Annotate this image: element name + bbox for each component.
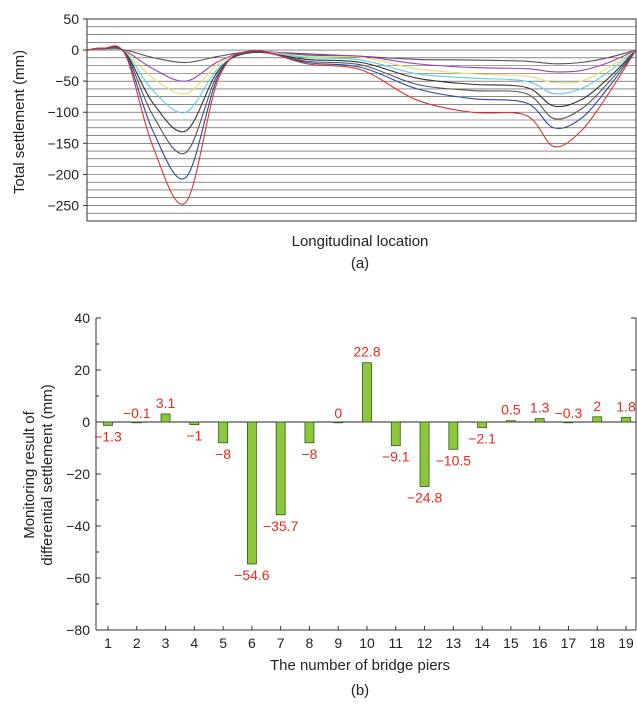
bar-pier-14 [477,421,488,428]
data-label-pier-9: 0 [334,405,342,421]
data-label-pier-1: −1.3 [94,428,122,444]
bar-pier-4 [189,421,200,425]
panel-a-series-line-4 [86,47,637,114]
panel-b-x-tick-label: 12 [417,635,433,651]
bar-pier-15 [505,420,516,423]
panel-b-x-tick-label: 16 [532,635,548,651]
panel-b-y-tick-label: −40 [66,518,90,534]
panel-a-plot-frame [86,18,637,222]
data-label-pier-6: −54.6 [234,567,270,583]
panel-b-x-tick-label: 19 [618,635,634,651]
panel-b-y-axis-label-line1: Monitoring result of [21,410,38,538]
panel-b-x-tick-label: 5 [219,635,227,651]
bar-pier-12 [419,421,430,487]
panel-a-series-line-6 [86,46,637,155]
panel-b-x-tick-label: 1 [104,635,112,651]
panel-a-y-axis-label: Total settlement (mm) [11,50,28,194]
panel-b-y-tick-label: −80 [66,622,90,638]
data-label-pier-4: −1 [186,428,202,444]
panel-b-x-tick-label: 13 [446,635,462,651]
panel-b-bars [103,362,631,565]
panel-b-x-tick-label: 14 [474,635,490,651]
panel-b-x-tick-label: 10 [359,635,375,651]
data-label-pier-7: −35.7 [263,518,299,534]
panel-b-x-tick-label: 7 [277,635,285,651]
data-label-pier-8: −8 [301,446,317,462]
bar-pier-7 [275,421,286,516]
bar-pier-13 [448,421,459,450]
bar-pier-17 [563,421,574,424]
data-label-pier-2: −0.1 [123,405,151,421]
panel-b-x-axis-label: The number of bridge piers [270,657,450,674]
panel-a-y-tick-label: 0 [71,42,79,58]
panel-a-series-line-7 [86,45,637,180]
data-label-pier-19: 1.8 [616,398,636,414]
panel-b-x-tick-label: 9 [334,635,342,651]
panel-a-settlement-curves: 50 0 −50 −100 −150 −200 −250 Total settlement … [11,11,637,272]
panel-b-x-tick-label: 18 [589,635,605,651]
bar-pier-19 [621,416,631,423]
panel-b-x-tick-label: 17 [561,635,577,651]
bar-pier-11 [390,421,401,447]
panel-b-y-axis-label-line2: differential settlement (mm) [39,384,56,565]
panel-a-axes [86,18,637,222]
panel-a-y-tick-label: −50 [55,73,79,89]
bar-pier-1 [103,421,113,426]
panel-a-y-tick-label: 50 [63,11,79,27]
data-label-pier-12: −24.8 [407,489,443,505]
bar-pier-3 [160,413,171,423]
panel-a-gridlines [87,18,636,222]
bar-pier-6 [246,421,257,565]
data-label-pier-13: −10.5 [436,452,472,468]
data-label-pier-3: 3.1 [156,395,176,411]
bar-pier-18 [592,416,603,423]
data-label-pier-15: 0.5 [501,402,521,418]
data-label-pier-5: −8 [215,446,231,462]
panel-a-series-line-5 [86,47,637,133]
data-label-pier-10: 22.8 [353,344,380,360]
bar-pier-10 [362,362,372,423]
bar-pier-16 [534,418,545,423]
panel-a-x-axis-label: Longitudinal location [292,233,429,250]
data-label-pier-11: −9.1 [382,449,410,465]
panel-b-x-tick-label: 11 [389,635,404,651]
panel-b-y-tick-label: −20 [66,466,90,482]
panel-a-y-tick-label: −100 [47,104,79,120]
panel-b-x-tick-label: 2 [133,635,141,651]
panel-a-y-tick-label: −150 [47,135,79,151]
panel-b-y-tick-label: 40 [74,310,90,326]
data-label-pier-16: 1.3 [530,400,550,416]
panel-a-series-line-3 [86,48,637,95]
data-label-pier-17: −0.3 [555,405,583,421]
panel-b-x-tick-label: 8 [306,635,314,651]
panel-b-y-tick-label: −60 [66,570,90,586]
panel-b-y-tick-label: 20 [74,362,90,378]
bar-pier-9 [333,421,344,424]
bar-pier-2 [131,421,142,424]
panel-a-y-tick-label: −200 [47,166,79,182]
panel-a-y-tick-label: −250 [47,197,79,213]
panel-b-data-labels: −1.3−0.1 3.1 −1 −8 −54.6 −35.7 −8 0 22.8 −9.1 −24.… [94,344,636,583]
panel-b-y-tick-label: 0 [82,414,90,430]
data-label-pier-14: −2.1 [468,430,496,446]
panel-a-y-ticks: 50 0 −50 −100 −150 −200 −250 [47,11,87,213]
panel-b-x-tick-label: 3 [162,635,170,651]
panel-a-series-line-8 [86,45,637,205]
bar-pier-5 [218,421,229,444]
panel-a-series-line-2 [86,48,637,82]
panel-b-label: (b) [351,682,369,699]
panel-b-x-tick-label: 4 [190,635,198,651]
panel-b-x-tick-label: 15 [503,635,519,651]
panel-b-x-tick-label: 6 [248,635,256,651]
bar-pier-8 [304,421,315,444]
panel-a-series [86,45,637,205]
panel-a-label: (a) [351,255,369,272]
panel-b-x-ticks: 1 2 3 4 5 6 7 8 9 10 11 12 13 14 15 16 17 18 19 [104,626,634,651]
data-label-pier-18: 2 [593,398,601,414]
